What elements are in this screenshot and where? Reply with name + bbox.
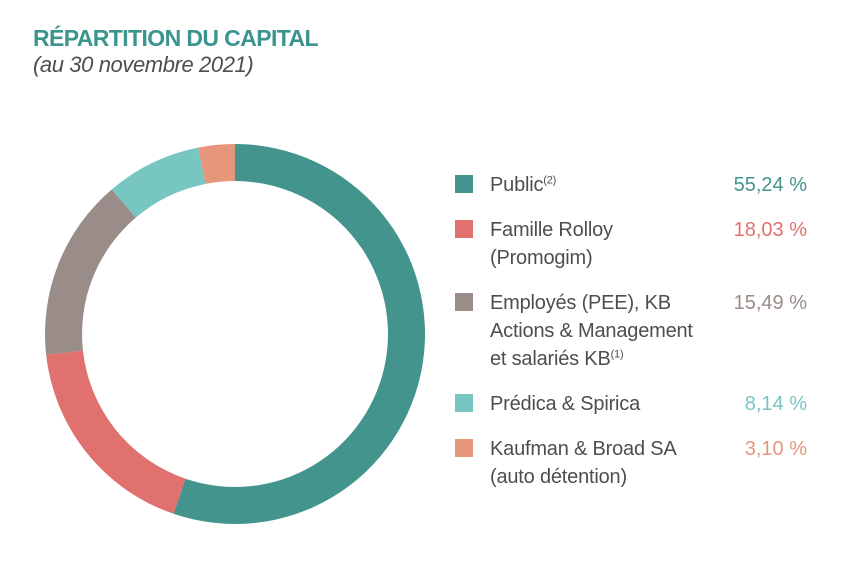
legend: Public(2) 55,24 % Famille Rolloy (Promog… xyxy=(455,171,807,508)
legend-swatch-public xyxy=(455,175,473,193)
legend-swatch-predica-spirica xyxy=(455,394,473,412)
footnote-ref-2: (2) xyxy=(543,174,557,187)
page-subtitle: (au 30 novembre 2021) xyxy=(33,52,254,78)
legend-value-kaufman-broad: 3,10 % xyxy=(744,438,807,460)
donut-segment-3 xyxy=(111,147,206,218)
donut-segment-1 xyxy=(46,350,186,514)
legend-item-employes: Employés (PEE), KB Actions & Management … xyxy=(455,289,807,373)
header: RÉPARTITION DU CAPITAL (au 30 novembre 2… xyxy=(33,25,319,78)
legend-item-public: Public(2) 55,24 % xyxy=(455,171,807,199)
legend-label-kaufman-broad: Kaufman & Broad SA (auto détention) xyxy=(490,438,677,488)
donut-svg xyxy=(45,144,425,524)
legend-item-famille-rolloy: Famille Rolloy (Promogim) 18,03 % xyxy=(455,216,807,272)
footnote-ref-1: (1) xyxy=(610,348,624,361)
legend-swatch-kaufman-broad xyxy=(455,439,473,457)
legend-swatch-famille-rolloy xyxy=(455,220,473,238)
legend-value-famille-rolloy: 18,03 % xyxy=(733,219,807,241)
legend-label-predica-spirica: Prédica & Spirica xyxy=(490,393,640,415)
donut-segment-0 xyxy=(173,144,425,524)
legend-label-public: Public(2) xyxy=(490,174,557,196)
donut-segment-4 xyxy=(198,144,235,184)
legend-label-employes: Employés (PEE), KB Actions & Management … xyxy=(490,292,693,370)
legend-item-predica-spirica: Prédica & Spirica 8,14 % xyxy=(455,390,807,418)
donut-segment-2 xyxy=(45,189,136,355)
legend-swatch-employes xyxy=(455,293,473,311)
legend-value-employes: 15,49 % xyxy=(733,292,807,314)
legend-item-kaufman-broad: Kaufman & Broad SA (auto détention) 3,10… xyxy=(455,435,807,491)
legend-value-public: 55,24 % xyxy=(733,174,807,196)
page-title: RÉPARTITION DU CAPITAL xyxy=(33,25,319,51)
legend-label-famille-rolloy: Famille Rolloy (Promogim) xyxy=(490,219,613,269)
donut-chart xyxy=(45,144,425,524)
legend-value-predica-spirica: 8,14 % xyxy=(744,393,807,415)
